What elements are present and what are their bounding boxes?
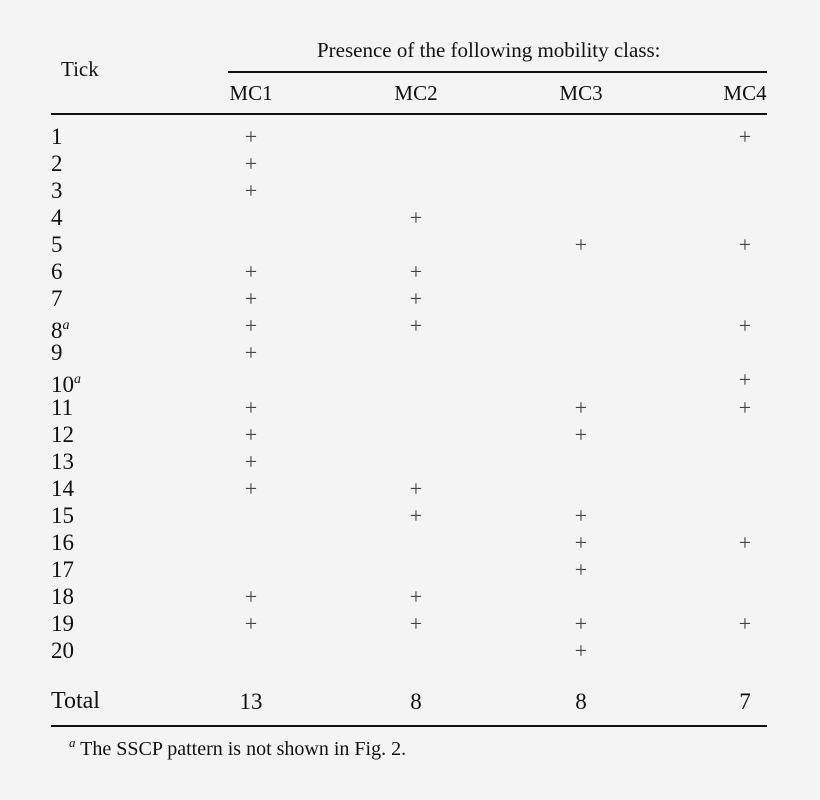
- table-bottom-rule: [51, 725, 767, 727]
- tick-number: 20: [51, 638, 74, 663]
- presence-mark-mc2: +: [409, 259, 423, 284]
- presence-mark-mc1: +: [244, 340, 258, 365]
- presence-mark-mc2: +: [409, 286, 423, 311]
- row-tick: 18: [51, 583, 74, 610]
- total-mc4: 7: [739, 689, 751, 714]
- presence-mark-mc1: +: [244, 259, 258, 284]
- footnote-marker: a: [69, 735, 76, 750]
- total-mc2: 8: [410, 689, 422, 714]
- total-mc1: 13: [239, 689, 263, 714]
- tick-number: 18: [51, 584, 74, 609]
- tick-number: 10: [51, 372, 74, 397]
- presence-mark-mc2: +: [409, 611, 423, 636]
- presence-mark-mc3: +: [574, 557, 588, 582]
- presence-mark-mc1: +: [244, 178, 258, 203]
- row-tick: 7: [51, 285, 63, 312]
- presence-mark-mc4: +: [738, 395, 752, 420]
- row-tick: 2: [51, 150, 63, 177]
- footnote-marker: a: [74, 372, 81, 387]
- group-header: Presence of the following mobility class…: [317, 38, 661, 62]
- presence-mark-mc1: +: [244, 611, 258, 636]
- row-tick: 8a: [51, 312, 70, 344]
- presence-mark-mc4: +: [738, 313, 752, 338]
- tick-number: 7: [51, 286, 63, 311]
- presence-mark-mc1: +: [244, 124, 258, 149]
- row-tick: 11: [51, 394, 73, 421]
- tick-number: 6: [51, 259, 63, 284]
- tick-number: 17: [51, 557, 74, 582]
- presence-mark-mc3: +: [574, 232, 588, 257]
- row-tick: 6: [51, 258, 63, 285]
- column-header-mc1: MC1: [229, 81, 273, 105]
- row-tick: 15: [51, 502, 74, 529]
- table-footnote: a The SSCP pattern is not shown in Fig. …: [69, 735, 406, 761]
- presence-mark-mc4: +: [738, 367, 752, 392]
- footnote-marker: a: [62, 318, 70, 333]
- presence-mark-mc1: +: [244, 395, 258, 420]
- footnote-text: The SSCP pattern is not shown in Fig. 2.: [75, 738, 407, 760]
- presence-mark-mc2: +: [409, 503, 423, 528]
- tick-number: 12: [51, 422, 74, 447]
- tick-number: 11: [51, 395, 74, 420]
- column-header-mc3: MC3: [559, 81, 603, 105]
- presence-mark-mc1: +: [244, 286, 258, 311]
- tick-number: 19: [51, 611, 74, 636]
- row-tick: 9: [51, 339, 63, 366]
- presence-mark-mc2: +: [409, 584, 423, 609]
- presence-mark-mc4: +: [738, 232, 752, 257]
- row-tick: 5: [51, 231, 63, 258]
- column-header-mc4: MC4: [723, 81, 767, 105]
- row-tick: 12: [51, 421, 74, 448]
- presence-mark-mc3: +: [574, 530, 588, 555]
- presence-mark-mc3: +: [574, 503, 588, 528]
- tick-number: 1: [51, 124, 63, 149]
- presence-mark-mc2: +: [409, 313, 423, 338]
- presence-mark-mc1: +: [244, 422, 258, 447]
- presence-mark-mc4: +: [738, 611, 752, 636]
- row-tick: 14: [51, 475, 74, 502]
- presence-mark-mc3: +: [574, 638, 588, 663]
- row-tick: 4: [51, 204, 63, 231]
- total-label: Total: [51, 688, 100, 714]
- presence-mark-mc3: +: [574, 395, 588, 420]
- presence-mark-mc1: +: [244, 449, 258, 474]
- presence-mark-mc1: +: [244, 476, 258, 501]
- group-header-rule: [228, 71, 767, 73]
- row-tick: 13: [51, 448, 74, 475]
- tick-number: 8: [51, 318, 63, 343]
- presence-mark-mc1: +: [244, 584, 258, 609]
- row-tick: 19: [51, 610, 74, 637]
- tick-number: 5: [51, 232, 63, 257]
- row-tick: 10a: [51, 366, 81, 398]
- tick-number: 14: [51, 476, 74, 501]
- presence-mark-mc1: +: [244, 151, 258, 176]
- row-tick: 1: [51, 123, 63, 150]
- presence-mark-mc4: +: [738, 124, 752, 149]
- header-bottom-rule: [51, 113, 767, 115]
- row-tick: 17: [51, 556, 74, 583]
- row-tick: 16: [51, 529, 74, 556]
- tick-number: 15: [51, 503, 74, 528]
- presence-mark-mc4: +: [738, 530, 752, 555]
- presence-mark-mc2: +: [409, 476, 423, 501]
- tick-number: 13: [51, 449, 74, 474]
- tick-number: 4: [51, 205, 63, 230]
- presence-mark-mc1: +: [244, 313, 258, 338]
- tick-number: 2: [51, 151, 63, 176]
- tick-number: 3: [51, 178, 63, 203]
- presence-mark-mc3: +: [574, 422, 588, 447]
- total-mc3: 8: [575, 689, 587, 714]
- tick-number: 9: [51, 340, 63, 365]
- tick-number: 16: [51, 530, 74, 555]
- presence-mark-mc3: +: [574, 611, 588, 636]
- row-tick: 20: [51, 637, 74, 664]
- presence-mark-mc2: +: [409, 205, 423, 230]
- row-header-tick: Tick: [61, 57, 99, 81]
- column-header-mc2: MC2: [394, 81, 438, 105]
- row-tick: 3: [51, 177, 63, 204]
